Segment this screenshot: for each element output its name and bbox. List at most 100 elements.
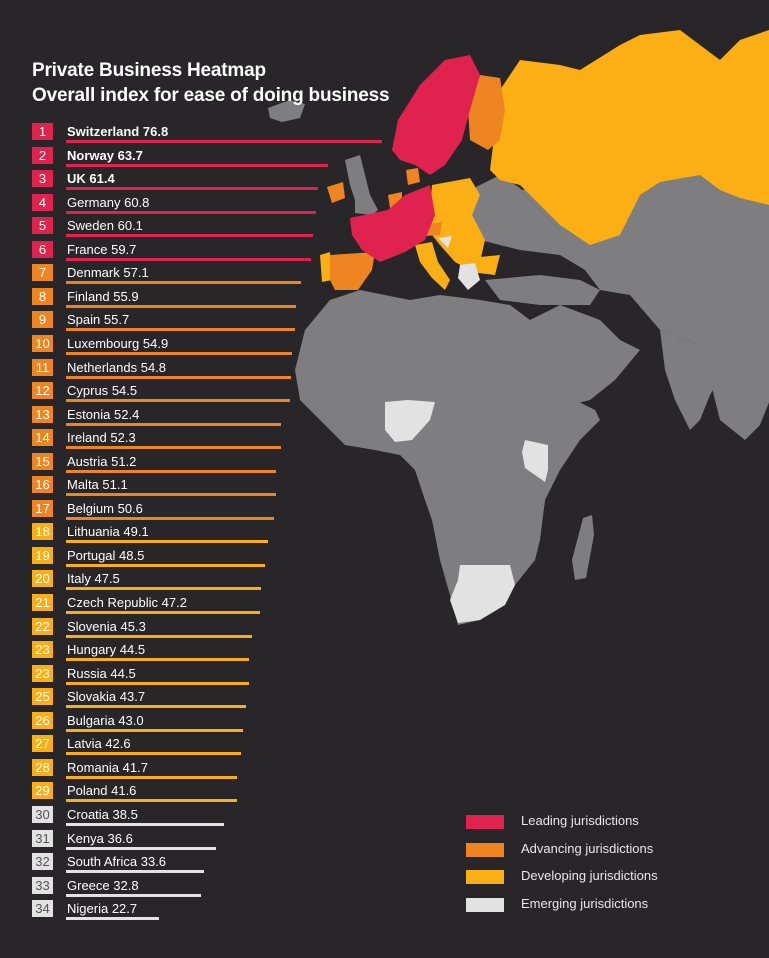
country-label: Spain 55.7 — [67, 311, 129, 328]
country-label: Lithuania 49.1 — [67, 523, 149, 540]
country-name: Poland — [67, 783, 108, 799]
country-score: 51.1 — [102, 477, 128, 493]
map-greece — [458, 263, 480, 290]
rank-badge: 26 — [32, 711, 53, 729]
country-score: 52.3 — [110, 430, 136, 446]
score-bar — [66, 611, 260, 614]
score-bar — [66, 328, 295, 332]
country-label: Hungary 44.5 — [67, 641, 145, 658]
country-name: Denmark — [67, 265, 120, 281]
country-score: 32.8 — [113, 877, 139, 893]
map-russia — [490, 30, 769, 245]
country-name: Greece — [67, 877, 110, 893]
ranking-row: 26 Bulgaria 43.0 — [0, 711, 400, 736]
score-bar — [66, 705, 246, 709]
country-label: Estonia 52.4 — [67, 406, 139, 423]
score-bar — [66, 257, 312, 261]
country-name: Latvia — [67, 736, 102, 752]
map-portugal — [320, 252, 332, 282]
ranking-row: 20 Italy 47.5 — [0, 570, 400, 594]
country-label: Austria 51.2 — [67, 453, 136, 470]
country-score: 76.8 — [142, 124, 169, 139]
rank-badge: 4 — [32, 193, 53, 211]
country-score: 44.5 — [110, 665, 136, 681]
country-name: France — [67, 241, 108, 257]
map-land-nodata-india — [660, 330, 730, 430]
legend-label: Developing jurisdictions — [521, 868, 658, 883]
ranking-row: 2 Norway 63.7 — [0, 146, 400, 171]
score-bar — [66, 634, 253, 638]
country-score: 57.1 — [123, 265, 149, 281]
ranking-row: 14 Ireland 52.3 — [0, 429, 400, 453]
score-bar — [66, 210, 316, 214]
country-label: Luxembourg 54.9 — [67, 335, 168, 352]
rank-badge: 32 — [32, 853, 53, 871]
country-name: Czech Republic — [67, 595, 159, 610]
country-score: 60.8 — [124, 194, 150, 210]
score-bar — [66, 775, 238, 779]
rank-badge: 29 — [32, 782, 53, 800]
ranking-row: 28 Romania 41.7 — [0, 758, 400, 783]
country-name: Lithuania — [67, 524, 120, 540]
ranking-row: 27 Latvia 42.6 — [0, 735, 400, 759]
score-bar — [66, 846, 217, 850]
score-bar — [66, 587, 262, 591]
country-name: South Africa — [67, 854, 138, 870]
legend-label: Advancing jurisdictions — [521, 840, 654, 856]
rank-badge: 2 — [32, 146, 53, 164]
country-score: 43.0 — [118, 712, 144, 728]
country-score: 55.9 — [113, 288, 139, 304]
map-south-africa — [450, 565, 515, 623]
country-label: Denmark 57.1 — [67, 264, 149, 281]
country-name: Nigeria — [67, 901, 109, 917]
country-label: Malta 51.1 — [67, 476, 128, 493]
country-label: Switzerland 76.8 — [67, 123, 168, 140]
country-name: Cyprus — [67, 383, 109, 399]
score-bar — [66, 870, 205, 874]
rank-badge: 10 — [32, 334, 53, 352]
rank-badge: 23 — [32, 641, 53, 659]
country-name: Hungary — [67, 642, 117, 658]
country-label: Romania 41.7 — [67, 759, 148, 776]
country-score: 41.7 — [122, 759, 148, 775]
country-score: 60.1 — [117, 218, 143, 234]
ranking-row: 11 Netherlands 54.8 — [0, 358, 400, 383]
map-land-nodata-uk — [345, 155, 378, 215]
rank-badge: 20 — [32, 570, 53, 588]
legend-swatch-advancing — [466, 842, 504, 857]
country-label: Germany 60.8 — [67, 194, 149, 211]
country-score: 63.7 — [117, 147, 143, 163]
ranking-row: 32 South Africa 33.6 — [0, 853, 400, 877]
score-bar — [66, 917, 160, 921]
rank-badge: 13 — [32, 405, 53, 423]
score-bar — [66, 375, 292, 379]
score-bar — [66, 493, 277, 497]
map-land-nodata — [465, 168, 769, 440]
score-bar — [66, 422, 282, 426]
rank-badge: 3 — [32, 170, 53, 188]
country-label: Latvia 42.6 — [67, 735, 131, 752]
rank-badge: 14 — [32, 429, 53, 447]
map-italy — [415, 242, 450, 290]
map-land-nodata-iceland — [268, 100, 305, 122]
ranking-row: 13 Estonia 52.4 — [0, 405, 400, 430]
country-score: 43.7 — [119, 689, 146, 705]
map-land-nodata-madagascar — [572, 515, 594, 580]
country-name: Russia — [67, 665, 107, 681]
rank-badge: 18 — [32, 523, 53, 541]
score-bar — [66, 140, 382, 143]
score-bar — [66, 351, 292, 355]
country-score: 38.5 — [112, 806, 138, 822]
score-bar — [66, 446, 281, 450]
country-name: Norway — [67, 147, 114, 163]
country-score: 61.4 — [89, 171, 115, 187]
country-name: Slovakia — [67, 689, 117, 705]
ranking-row: 8 Finland 55.9 — [0, 287, 400, 312]
rank-badge: 6 — [32, 240, 53, 258]
country-label: Netherlands 54.8 — [67, 359, 166, 376]
country-label: Slovakia 43.7 — [67, 688, 145, 705]
map-denmark — [406, 168, 420, 185]
score-bar — [66, 469, 277, 473]
ranking-row: 5 Sweden 60.1 — [0, 217, 400, 241]
